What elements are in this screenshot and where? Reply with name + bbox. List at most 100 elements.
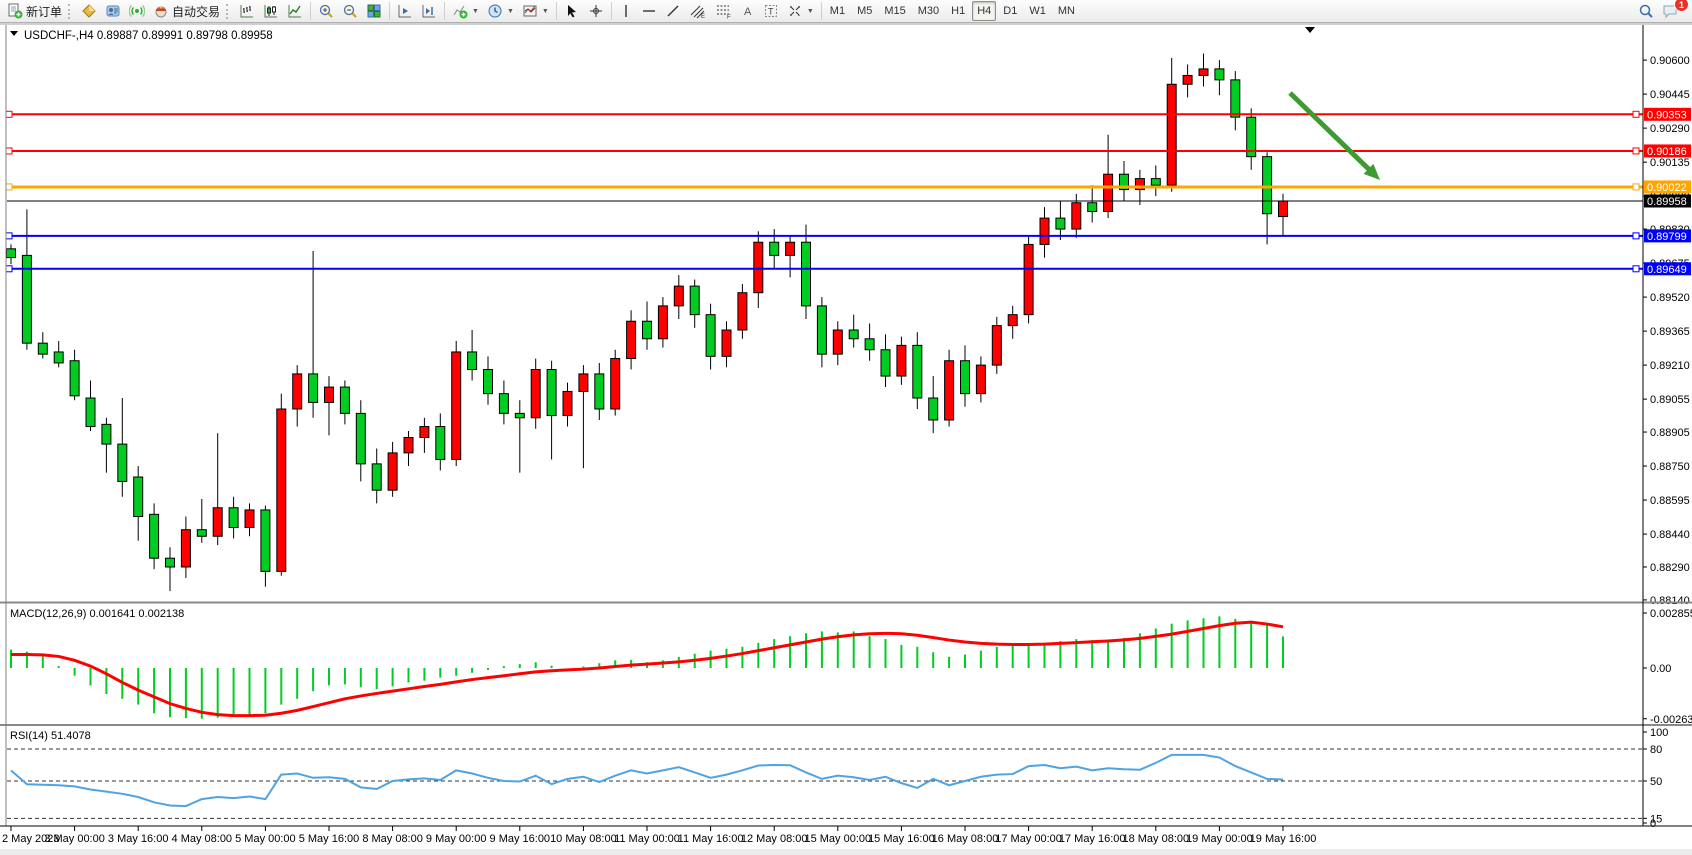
svg-text:0.89365: 0.89365 (1650, 326, 1690, 338)
svg-text:5 May 00:00: 5 May 00:00 (235, 833, 296, 845)
profile-icon (106, 5, 120, 17)
timeframe-button-M15[interactable]: M15 (884, 5, 906, 17)
zoom-out-icon (343, 4, 357, 18)
svg-text:F: F (727, 15, 731, 20)
zoom-out-button[interactable] (338, 0, 362, 23)
line-chart-button[interactable] (283, 0, 307, 23)
chart-shift-icon (422, 5, 436, 18)
macd-pane: MACD(12,26,9) 0.001641 0.002138 0.002855 0… (10, 608, 1692, 726)
equidistant-channel-button[interactable]: E (685, 0, 711, 23)
timeframe-button-MN[interactable]: MN (1057, 5, 1075, 17)
signals-button[interactable] (125, 0, 149, 23)
svg-text:8 May 08:00: 8 May 08:00 (362, 833, 423, 845)
text-button[interactable]: A (737, 0, 759, 23)
svg-text:0.90135: 0.90135 (1650, 157, 1690, 169)
svg-text:19 May 16:00: 19 May 16:00 (1250, 833, 1317, 845)
line-price-tag: 0.90186 (1644, 144, 1691, 158)
line-chart-icon (288, 5, 302, 18)
line-price-tag: 0.90353 (1644, 107, 1691, 121)
timeframe-toolbar: M1 M5 M15 M30 H1 H4 D1 W1 MN (825, 1, 1080, 21)
chart-title: USDCHF-,H4 0.89887 0.89991 0.89798 0.899… (24, 30, 273, 42)
autotrade-button[interactable]: 自动交易 (149, 0, 224, 23)
crosshair-button[interactable] (584, 0, 608, 23)
arrows-icon (789, 6, 800, 16)
chat-button[interactable]: 1 (1658, 0, 1689, 23)
signals-icon (129, 5, 146, 17)
one-click-expand-icon[interactable] (10, 31, 18, 36)
candlestick-chart-icon (264, 5, 278, 18)
timeframe-button-H1[interactable]: H1 (951, 5, 966, 17)
svg-text:0.89520: 0.89520 (1650, 292, 1690, 304)
timeframe-button-M5[interactable]: M5 (857, 5, 873, 17)
timeframe-button-W1[interactable]: W1 (1029, 5, 1046, 17)
tile-windows-button[interactable] (362, 0, 386, 23)
svg-text:0.90600: 0.90600 (1650, 55, 1690, 67)
svg-text:0.88905: 0.88905 (1650, 427, 1690, 439)
svg-text:11 May 00:00: 11 May 00:00 (614, 833, 680, 845)
symbols-button[interactable] (77, 0, 101, 23)
search-button[interactable] (1634, 0, 1658, 23)
svg-text:12 May 08:00: 12 May 08:00 (741, 833, 808, 845)
svg-text:0.88140: 0.88140 (1650, 595, 1690, 607)
timeframe-button-M1[interactable]: M1 (829, 5, 846, 17)
trendline-button[interactable] (661, 0, 685, 23)
chart-shift-button[interactable] (417, 0, 441, 23)
symbols-icon (82, 4, 96, 18)
timeframe-button-D1[interactable]: D1 (1003, 5, 1018, 17)
svg-text:-0.002634: -0.002634 (1650, 714, 1692, 726)
autotrade-icon (155, 6, 167, 18)
horizontal-line-button[interactable] (637, 0, 661, 23)
clock-icon (488, 4, 502, 18)
dropdown-caret-icon: ▼ (806, 7, 814, 15)
rsi-label: RSI(14) 51.4078 (10, 730, 91, 742)
svg-text:0.00: 0.00 (1650, 663, 1671, 675)
cursor-icon (567, 5, 576, 18)
svg-text:10 May 08:00: 10 May 08:00 (550, 833, 617, 845)
svg-text:0.89799: 0.89799 (1647, 231, 1687, 243)
svg-text:0.90445: 0.90445 (1650, 89, 1690, 101)
fibonacci-button[interactable]: F (711, 0, 737, 23)
chart-canvas[interactable]: 0.906000.904450.902900.901350.899800.898… (0, 23, 1692, 855)
svg-text:17 May 00:00: 17 May 00:00 (995, 833, 1062, 845)
timeframe-button-M30[interactable]: M30 (917, 5, 940, 17)
svg-text:80: 80 (1650, 744, 1662, 756)
svg-text:0.88440: 0.88440 (1650, 529, 1690, 541)
text-label-button[interactable]: T (759, 0, 783, 23)
chart-shift-marker-icon[interactable] (1305, 27, 1315, 33)
horizontal-line-objects[interactable] (5, 110, 1643, 273)
svg-text:0.002855: 0.002855 (1650, 608, 1692, 620)
chart-window[interactable]: 0.906000.904450.902900.901350.899800.898… (0, 23, 1692, 855)
new-order-button[interactable]: 新订单 (3, 0, 66, 23)
toolbar-separator (820, 2, 822, 20)
svg-text:9 May 16:00: 9 May 16:00 (490, 833, 551, 845)
svg-text:0.88595: 0.88595 (1650, 495, 1690, 507)
zoom-in-button[interactable] (314, 0, 338, 23)
notification-badge: 1 (1674, 0, 1689, 12)
arrows-button[interactable]: ▼ (783, 0, 818, 23)
svg-text:0.90022: 0.90022 (1647, 182, 1687, 194)
bid-price-tag: 0.89958 (1644, 194, 1691, 208)
vertical-line-icon (625, 5, 627, 17)
svg-text:15 May 16:00: 15 May 16:00 (868, 833, 935, 845)
timeframe-button-H4[interactable]: H4 (972, 1, 997, 21)
svg-text:0.88290: 0.88290 (1650, 562, 1690, 574)
svg-text:3 May 00:00: 3 May 00:00 (44, 833, 105, 845)
templates-button[interactable]: ▼ (518, 0, 553, 23)
auto-scroll-button[interactable] (393, 0, 417, 23)
equidistant-channel-icon: E (690, 5, 705, 19)
periods-button[interactable]: ▼ (483, 0, 518, 23)
cursor-button[interactable] (560, 0, 584, 23)
toolbar-grip (226, 3, 231, 19)
bar-chart-button[interactable] (235, 0, 259, 23)
vertical-line-button[interactable] (615, 0, 637, 23)
svg-text:0.89649: 0.89649 (1647, 264, 1687, 276)
toolbar-separator (555, 2, 557, 20)
price-axis[interactable]: 0.906000.904450.902900.901350.899800.898… (1643, 55, 1690, 607)
indicators-button[interactable]: ▼ (448, 0, 483, 23)
trend-arrow-object[interactable] (1288, 91, 1380, 180)
candlestick-chart-button[interactable] (259, 0, 283, 23)
auto-scroll-icon (398, 5, 412, 18)
profile-button[interactable] (101, 0, 125, 23)
svg-text:19 May 00:00: 19 May 00:00 (1186, 833, 1253, 845)
